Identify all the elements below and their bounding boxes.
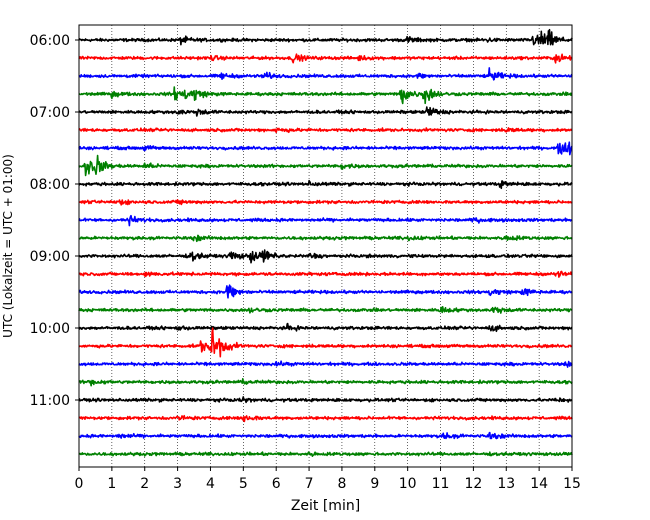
x-tick-label: 4 bbox=[206, 476, 215, 492]
x-tick-label: 1 bbox=[107, 476, 116, 492]
x-tick-label: 5 bbox=[239, 476, 248, 492]
x-tick-label: 3 bbox=[173, 476, 182, 492]
seismic-trace bbox=[78, 214, 573, 227]
seismic-trace bbox=[78, 28, 573, 46]
x-tick-label: 9 bbox=[370, 476, 379, 492]
y-tick-label: 10:00 bbox=[30, 321, 70, 337]
x-tick-label: 2 bbox=[140, 476, 149, 492]
seismic-trace bbox=[78, 86, 573, 105]
seismic-trace bbox=[78, 396, 573, 404]
seismic-trace bbox=[78, 53, 573, 64]
x-tick-label: 11 bbox=[432, 476, 450, 492]
seismic-trace bbox=[78, 249, 573, 264]
seismic-trace bbox=[78, 322, 573, 333]
seismic-trace bbox=[78, 270, 573, 278]
x-axis-title: Zeit [min] bbox=[291, 498, 360, 514]
y-tick-label: 07:00 bbox=[30, 105, 70, 121]
seismic-trace bbox=[78, 414, 573, 423]
y-tick-label: 06:00 bbox=[30, 33, 70, 49]
seismic-trace bbox=[78, 199, 573, 206]
x-tick-label: 12 bbox=[464, 476, 482, 492]
y-tick-label: 08:00 bbox=[30, 177, 70, 193]
y-tick-label: 09:00 bbox=[30, 249, 70, 265]
seismic-trace bbox=[78, 378, 573, 387]
x-tick-label: 10 bbox=[399, 476, 417, 492]
seismic-trace bbox=[78, 431, 573, 440]
seismic-trace bbox=[78, 327, 573, 358]
seismic-trace bbox=[78, 306, 573, 314]
seismic-trace bbox=[78, 106, 573, 117]
seismic-traces bbox=[78, 28, 573, 457]
y-tick-label: 11:00 bbox=[30, 393, 70, 409]
y-axis: 06:00 07:00 08:00 09:00 10:00 11:00 bbox=[30, 33, 79, 409]
seismic-trace bbox=[78, 179, 573, 190]
seismic-trace bbox=[78, 141, 573, 156]
x-tick-label: 7 bbox=[305, 476, 314, 492]
seismic-trace bbox=[78, 67, 573, 81]
x-tick-label: 15 bbox=[563, 476, 581, 492]
x-tick-label: 13 bbox=[497, 476, 515, 492]
seismic-trace bbox=[78, 284, 573, 299]
x-axis: 0 1 2 3 4 5 6 7 8 9 10 11 12 13 14 15 bbox=[75, 467, 581, 492]
seismic-trace bbox=[78, 234, 573, 243]
seismic-trace bbox=[78, 360, 573, 368]
y-axis-title: UTC (Lokalzeit = UTC + 01:00) bbox=[1, 154, 15, 338]
seismic-trace bbox=[78, 127, 573, 134]
x-tick-label: 6 bbox=[272, 476, 281, 492]
x-tick-label: 0 bbox=[75, 476, 84, 492]
x-tick-label: 8 bbox=[337, 476, 346, 492]
x-tick-label: 14 bbox=[530, 476, 548, 492]
seismic-trace bbox=[78, 451, 573, 457]
plot-frame bbox=[78, 24, 573, 468]
seismic-trace bbox=[78, 154, 573, 177]
